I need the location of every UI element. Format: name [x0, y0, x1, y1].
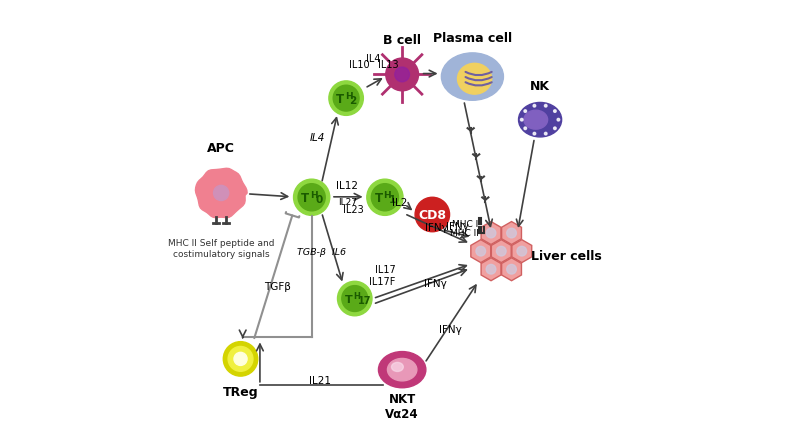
Circle shape [486, 265, 496, 274]
Circle shape [524, 111, 526, 113]
Circle shape [557, 119, 560, 122]
Text: B cell: B cell [383, 34, 421, 47]
Text: IL10: IL10 [350, 60, 370, 70]
Circle shape [228, 347, 253, 372]
Text: T: T [336, 92, 344, 105]
Text: IL13: IL13 [378, 60, 398, 70]
Text: CD8: CD8 [418, 209, 446, 221]
Text: IL2: IL2 [392, 197, 408, 207]
Ellipse shape [378, 352, 426, 388]
Text: IL4: IL4 [310, 132, 325, 143]
Circle shape [214, 186, 229, 201]
Text: MHC II: MHC II [450, 229, 478, 237]
Circle shape [521, 119, 523, 122]
Circle shape [415, 198, 450, 232]
Text: MHC I: MHC I [452, 220, 478, 229]
Text: IL12: IL12 [337, 180, 358, 190]
Polygon shape [471, 240, 490, 263]
Circle shape [497, 247, 506, 256]
Polygon shape [481, 222, 501, 245]
Text: NK: NK [530, 80, 550, 92]
Circle shape [342, 286, 368, 312]
Circle shape [506, 229, 516, 238]
Circle shape [294, 180, 330, 216]
Text: IL27: IL27 [338, 197, 357, 206]
Text: IL23: IL23 [343, 204, 364, 214]
Text: NKT
Vα24: NKT Vα24 [386, 393, 419, 420]
Polygon shape [481, 258, 501, 281]
Text: H: H [310, 191, 318, 200]
Circle shape [234, 353, 247, 366]
Circle shape [298, 184, 326, 212]
Text: T: T [302, 191, 310, 204]
Circle shape [367, 180, 403, 216]
Polygon shape [512, 240, 532, 263]
Text: APC: APC [207, 142, 235, 155]
Circle shape [386, 59, 418, 92]
Text: H: H [354, 292, 360, 301]
Text: IFNγ: IFNγ [446, 221, 469, 231]
Circle shape [554, 111, 556, 113]
Text: 2: 2 [350, 95, 357, 106]
Text: 0: 0 [315, 194, 322, 205]
Circle shape [486, 229, 496, 238]
Circle shape [545, 133, 547, 135]
Text: H: H [345, 92, 353, 101]
Text: IL4: IL4 [366, 54, 381, 64]
Ellipse shape [524, 111, 548, 130]
Polygon shape [502, 222, 522, 245]
Ellipse shape [518, 103, 562, 138]
Circle shape [371, 184, 398, 212]
Text: IFNγ: IFNγ [439, 324, 462, 334]
Circle shape [333, 86, 359, 112]
Text: TGB-β  IL6: TGB-β IL6 [297, 247, 346, 256]
Circle shape [524, 128, 526, 130]
Circle shape [506, 265, 516, 274]
Text: IFNγ: IFNγ [425, 222, 448, 232]
Text: H: H [384, 191, 391, 200]
Circle shape [517, 247, 526, 256]
Text: IFNγ: IFNγ [424, 279, 446, 289]
Circle shape [545, 105, 547, 108]
Text: Liver cells: Liver cells [531, 249, 602, 262]
Text: IL17
IL17F: IL17 IL17F [370, 264, 396, 286]
Ellipse shape [458, 64, 492, 95]
Polygon shape [502, 258, 522, 281]
Circle shape [329, 82, 363, 116]
Circle shape [554, 128, 556, 130]
Polygon shape [195, 169, 247, 218]
Text: 1: 1 [388, 194, 396, 205]
Circle shape [338, 282, 372, 316]
Text: Plasma cell: Plasma cell [433, 32, 512, 45]
Polygon shape [491, 240, 511, 263]
Ellipse shape [442, 54, 503, 101]
Ellipse shape [391, 362, 403, 372]
Text: T: T [374, 191, 382, 204]
Text: T: T [345, 294, 353, 304]
Circle shape [476, 247, 486, 256]
Text: IL21: IL21 [310, 375, 331, 386]
Circle shape [533, 105, 536, 108]
Text: MHC II Self peptide and
costimulatory signals: MHC II Self peptide and costimulatory si… [168, 239, 274, 258]
Circle shape [394, 68, 410, 83]
Circle shape [223, 342, 258, 376]
Circle shape [533, 133, 536, 135]
Text: 17: 17 [358, 295, 372, 306]
Text: TReg: TReg [222, 385, 258, 398]
Ellipse shape [387, 359, 417, 381]
Text: TGFβ: TGFβ [264, 281, 290, 291]
